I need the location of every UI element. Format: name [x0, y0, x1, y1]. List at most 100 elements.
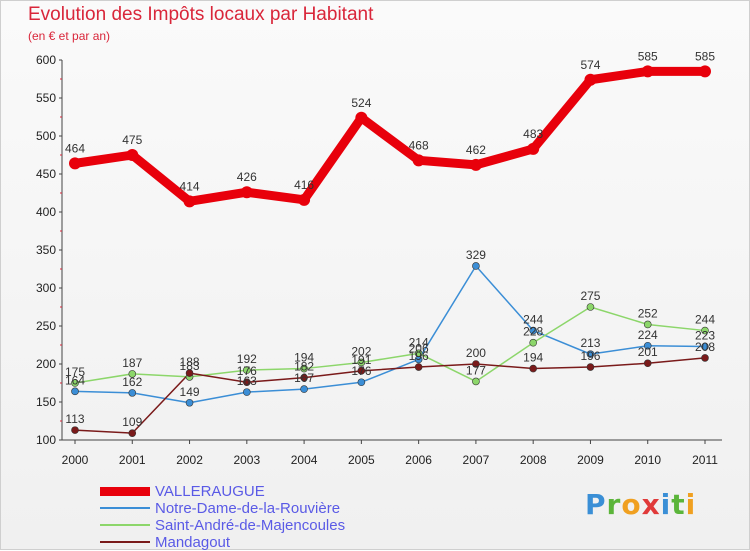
data-label: 188	[180, 355, 200, 369]
data-label: 214	[409, 335, 429, 349]
data-point	[185, 369, 194, 377]
data-point	[243, 388, 251, 396]
data-label: 208	[695, 340, 715, 354]
data-point	[128, 429, 137, 437]
data-point	[641, 65, 654, 78]
data-label: 177	[466, 363, 486, 377]
data-label: 167	[294, 371, 314, 385]
data-point	[183, 195, 196, 208]
data-point	[472, 262, 480, 270]
data-label: 223	[695, 329, 715, 343]
data-point	[529, 364, 537, 373]
data-point	[584, 73, 597, 86]
data-label: 200	[466, 346, 486, 360]
data-point	[243, 378, 251, 387]
y-tick-label: 250	[36, 319, 56, 333]
data-label: 201	[638, 345, 658, 359]
data-label: 164	[65, 373, 85, 387]
data-label: 462	[466, 143, 486, 157]
data-label: 196	[580, 349, 600, 363]
legend-label: Notre-Dame-de-la-Rouvière	[155, 500, 341, 517]
data-label: 252	[638, 306, 658, 320]
data-point	[298, 193, 311, 206]
data-label: 113	[65, 412, 84, 426]
data-point	[701, 326, 709, 335]
legend-swatch	[100, 541, 150, 543]
data-point	[527, 142, 540, 155]
data-label: 224	[638, 328, 658, 342]
x-tick-label: 2003	[233, 453, 260, 467]
data-label: 574	[580, 58, 600, 72]
data-label: 426	[237, 170, 257, 184]
chart-subtitle: (en € et par an)	[28, 29, 111, 43]
data-point	[586, 363, 595, 371]
data-point	[469, 158, 482, 171]
x-tick-label: 2005	[348, 453, 375, 467]
data-label: 192	[237, 352, 257, 366]
data-point	[357, 378, 366, 387]
data-point	[529, 326, 537, 335]
logo-letter: x	[641, 488, 661, 521]
data-point	[412, 154, 425, 167]
series-line	[74, 265, 706, 404]
data-point	[586, 303, 595, 311]
data-point	[643, 320, 652, 329]
data-label: 194	[294, 351, 314, 365]
y-tick-label: 400	[36, 205, 56, 219]
data-point	[71, 387, 79, 396]
data-label: 244	[695, 313, 715, 327]
data-point	[529, 338, 537, 347]
data-label: 275	[580, 289, 600, 303]
logo-letter: t	[671, 488, 686, 521]
data-point	[69, 157, 81, 170]
legend-label: VALLERAUGUE	[155, 483, 265, 500]
data-point	[357, 358, 366, 367]
data-label: 483	[523, 127, 543, 141]
proxiti-logo: Proxiti	[585, 488, 696, 521]
data-label: 149	[180, 385, 200, 399]
data-label: 206	[409, 341, 429, 355]
data-label: 194	[523, 351, 543, 365]
legend-label: Mandagout	[155, 534, 231, 551]
legend-label: Saint-André-de-Majencoules	[155, 517, 346, 534]
y-tick-label: 550	[36, 91, 56, 105]
data-point	[126, 149, 139, 161]
y-tick-label: 500	[36, 129, 56, 143]
data-point	[128, 389, 137, 397]
data-point	[643, 359, 652, 368]
logo-letter: o	[621, 488, 642, 521]
data-label: 468	[409, 138, 429, 152]
data-label: 585	[638, 49, 658, 63]
x-tick-label: 2011	[692, 453, 718, 467]
data-label: 329	[466, 248, 486, 262]
data-label: 163	[237, 374, 257, 388]
data-label: 196	[409, 349, 429, 363]
data-point	[414, 363, 423, 371]
data-point	[414, 349, 423, 358]
y-tick-label: 450	[36, 167, 56, 181]
data-point	[185, 398, 194, 407]
series-line	[74, 306, 706, 384]
data-point	[472, 377, 480, 386]
data-label: 414	[180, 179, 200, 193]
data-point	[472, 360, 480, 368]
x-tick-label: 2001	[119, 453, 146, 467]
data-point	[300, 373, 308, 382]
data-label: 475	[122, 133, 142, 147]
logo-letter: i	[660, 488, 672, 521]
data-label: 175	[65, 365, 85, 379]
data-point	[300, 364, 308, 373]
data-label: 187	[122, 356, 142, 370]
data-point	[71, 426, 79, 434]
data-label: 191	[351, 353, 371, 367]
x-tick-label: 2007	[463, 453, 490, 467]
x-tick-label: 2002	[176, 453, 203, 467]
legend-swatch	[100, 507, 150, 509]
y-tick-label: 350	[36, 243, 56, 257]
x-tick-label: 2006	[405, 453, 432, 467]
data-point	[240, 186, 253, 199]
data-point	[300, 385, 308, 393]
data-point	[357, 367, 366, 375]
